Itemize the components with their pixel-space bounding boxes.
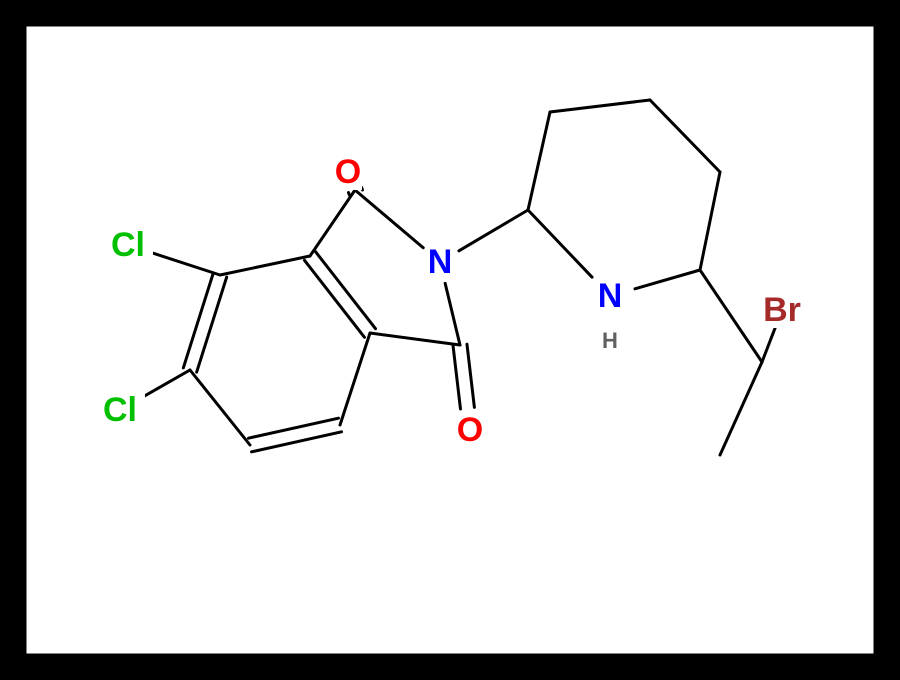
atom-n: N bbox=[428, 243, 453, 281]
bond bbox=[348, 193, 349, 196]
atom-cl: Cl bbox=[103, 391, 137, 429]
atom-n: N bbox=[598, 277, 623, 315]
atom-br: Br bbox=[763, 291, 801, 329]
atom-cl: Cl bbox=[111, 226, 145, 264]
atom-h: H bbox=[602, 328, 618, 353]
molecule-diagram: ClClONONHBr bbox=[0, 0, 900, 680]
atom-o: O bbox=[457, 411, 483, 449]
atom-o: O bbox=[335, 153, 361, 191]
